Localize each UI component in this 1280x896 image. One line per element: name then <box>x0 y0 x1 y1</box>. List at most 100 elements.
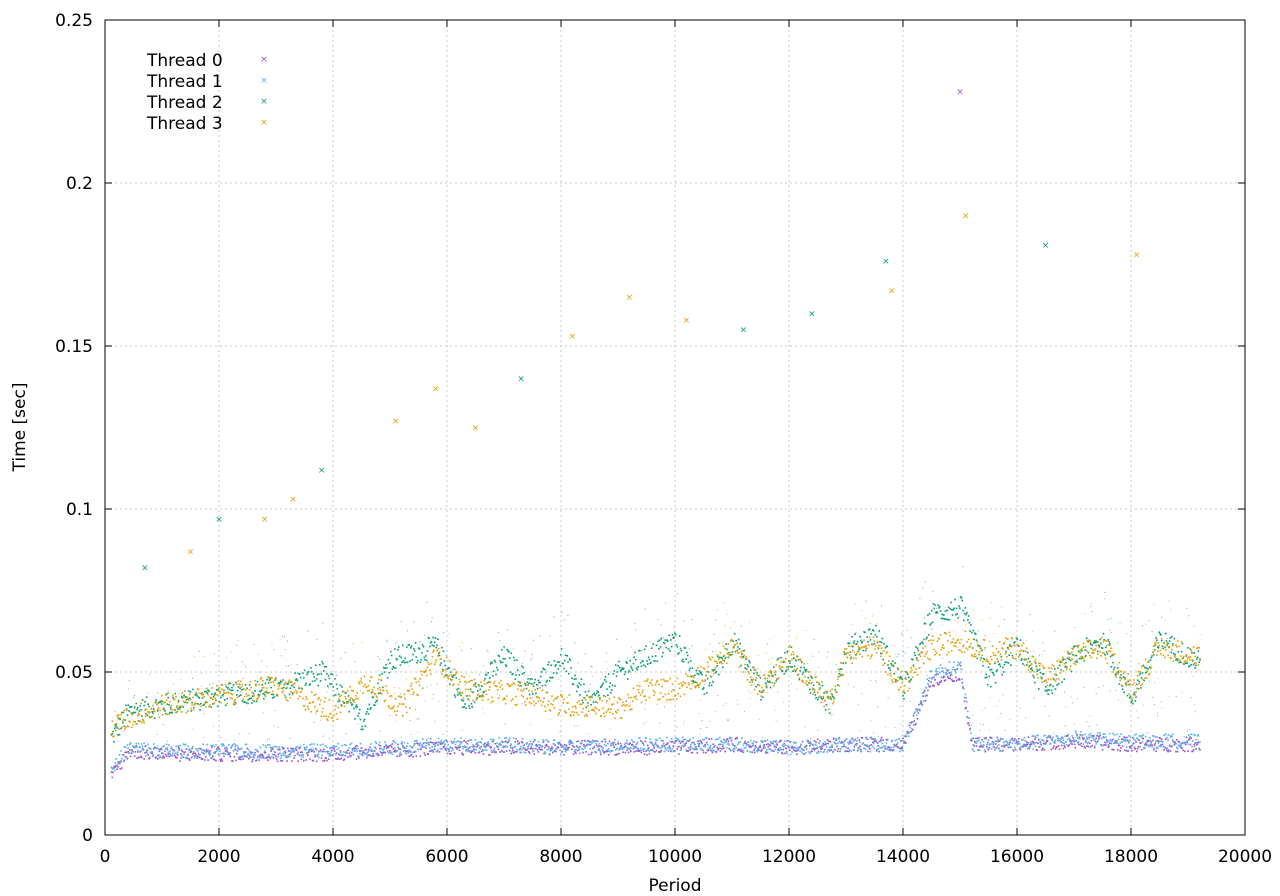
data-point <box>726 662 728 664</box>
data-point <box>916 648 918 650</box>
data-point <box>419 678 422 680</box>
data-point <box>861 610 863 612</box>
data-point <box>1056 746 1058 748</box>
data-point <box>261 757 264 759</box>
data-point <box>1156 650 1159 652</box>
data-point <box>421 644 424 646</box>
data-point <box>469 751 472 753</box>
data-point <box>959 615 961 617</box>
data-point <box>565 670 568 673</box>
data-point <box>1139 671 1141 673</box>
data-point <box>717 695 719 697</box>
data-point <box>829 740 832 743</box>
data-point <box>663 642 666 645</box>
data-point <box>897 668 900 671</box>
data-point <box>932 603 935 605</box>
data-point <box>462 753 465 756</box>
data-point <box>938 683 940 686</box>
data-point <box>155 756 157 759</box>
data-point <box>1024 744 1026 747</box>
data-point <box>1156 746 1158 749</box>
data-point <box>900 632 902 634</box>
data-point <box>876 652 878 654</box>
data-point <box>965 647 967 649</box>
data-point <box>838 685 841 687</box>
data-point <box>912 714 915 717</box>
data-point <box>272 693 275 696</box>
data-point <box>766 751 769 754</box>
data-point <box>929 658 931 660</box>
data-point <box>1164 738 1167 741</box>
data-point <box>931 635 934 637</box>
data-point <box>633 751 635 753</box>
data-point <box>773 685 775 687</box>
data-point <box>775 680 777 682</box>
data-point <box>713 633 715 635</box>
data-point <box>562 662 564 665</box>
data-point <box>559 709 561 711</box>
data-point <box>813 689 816 691</box>
data-point <box>249 752 252 755</box>
data-point <box>501 661 504 664</box>
data-point <box>368 754 371 756</box>
data-point <box>295 692 298 694</box>
data-point <box>817 729 819 731</box>
data-point <box>1077 743 1080 746</box>
data-point <box>119 717 122 720</box>
data-point <box>143 742 145 745</box>
data-point <box>162 755 165 757</box>
data-point <box>647 663 649 665</box>
data-point <box>696 682 698 684</box>
data-point <box>693 676 695 679</box>
data-point <box>1105 744 1107 746</box>
data-point <box>958 677 960 680</box>
data-point <box>309 702 311 704</box>
data-point <box>338 695 341 698</box>
data-point <box>985 660 987 662</box>
data-point <box>251 758 254 761</box>
data-point <box>366 751 369 754</box>
data-point <box>962 609 964 612</box>
data-point <box>1057 683 1060 685</box>
data-point <box>310 711 312 713</box>
data-point <box>940 679 943 682</box>
data-point <box>614 685 616 687</box>
data-point <box>799 658 801 660</box>
data-point <box>764 740 766 742</box>
data-point <box>110 771 113 773</box>
data-point <box>323 750 326 753</box>
data-point <box>147 703 149 705</box>
data-point <box>208 690 210 693</box>
data-point <box>118 727 120 729</box>
data-point <box>927 657 929 659</box>
data-point <box>769 669 772 672</box>
data-point <box>310 667 312 669</box>
data-point <box>306 698 308 700</box>
data-point <box>924 617 925 619</box>
data-point <box>307 630 309 632</box>
data-point <box>232 760 234 762</box>
data-point <box>1164 632 1167 635</box>
data-point <box>630 750 632 753</box>
data-point <box>324 678 327 681</box>
data-point <box>376 696 378 699</box>
data-point <box>780 661 782 663</box>
data-point <box>274 751 276 754</box>
data-point <box>1189 656 1192 658</box>
data-point <box>144 709 146 711</box>
data-point <box>707 671 710 673</box>
data-point <box>912 665 915 668</box>
data-point <box>267 753 270 756</box>
data-point <box>385 743 387 746</box>
data-point <box>532 683 534 685</box>
data-point <box>1182 662 1184 665</box>
data-point <box>174 697 176 699</box>
data-point <box>856 742 858 745</box>
data-point <box>149 747 151 750</box>
data-point <box>336 748 339 751</box>
data-point <box>354 750 356 752</box>
data-point <box>1089 654 1091 657</box>
data-point <box>587 690 590 693</box>
data-point <box>706 670 708 673</box>
data-point <box>548 700 550 702</box>
